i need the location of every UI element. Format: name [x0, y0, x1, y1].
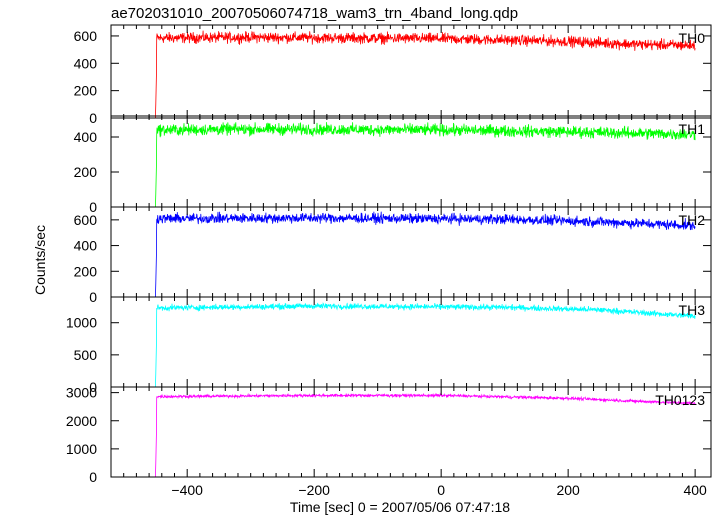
y-tick-label: 0: [89, 110, 97, 126]
series-label-th2: TH2: [679, 212, 706, 228]
x-axis-label: Time [sec] 0 = 2007/05/06 07:47:18: [290, 499, 510, 515]
series-label-th1: TH1: [679, 121, 706, 137]
series-label-th0123: TH0123: [655, 392, 705, 408]
y-axis-label: Counts/sec: [32, 225, 48, 295]
y-tick-label: 0: [89, 469, 97, 485]
y-tick-label: 2000: [66, 413, 97, 429]
y-tick-label: 400: [74, 55, 98, 71]
y-tick-label: 0: [89, 199, 97, 215]
y-tick-label: 3000: [66, 385, 97, 401]
x-tick-label: 200: [556, 482, 580, 498]
panel-frame: [110, 296, 712, 388]
x-tick-label: 0: [437, 482, 445, 498]
y-tick-label: 500: [74, 347, 98, 363]
series-line-th3: [117, 302, 696, 388]
series-line-th0: [117, 30, 696, 119]
y-tick-label: 1000: [66, 315, 97, 331]
panel-th2: 0 200 400 600 TH2: [74, 206, 712, 305]
panel-frame: [110, 24, 712, 119]
y-tick-label: 400: [74, 238, 98, 254]
series-label-th3: TH3: [679, 302, 706, 318]
y-tick-label: 0: [89, 289, 97, 305]
panel-frame: [110, 386, 712, 478]
y-tick-label: 0: [89, 379, 97, 395]
series-line-th0123: [117, 392, 696, 478]
panel-th0123: 0 1000 2000 3000 TH0123 −400 −200 0 200 400: [66, 385, 712, 498]
series-line-th2: [117, 211, 696, 298]
y-tick-label: 1000: [66, 441, 97, 457]
y-tick-label: 200: [74, 263, 98, 279]
chart-title: ae702031010_20070506074718_wam3_trn_4ban…: [111, 5, 518, 22]
panels-group: 0 200 400 600 TH0 0 200 400 TH1 0 200 400 600 TH2 0 500…: [66, 24, 712, 498]
panel-th3: 0 500 1000 TH3: [66, 296, 712, 395]
y-tick-label: 200: [74, 83, 98, 99]
panel-th0: 0 200 400 600 TH0: [74, 24, 712, 126]
x-tick-label: −400: [171, 482, 203, 498]
x-tick-label: −200: [298, 482, 330, 498]
series-label-th0: TH0: [679, 30, 706, 46]
y-tick-label: 600: [74, 212, 98, 228]
y-tick-label: 400: [74, 129, 98, 145]
panel-th1: 0 200 400 TH1: [74, 115, 712, 215]
y-tick-label: 600: [74, 28, 98, 44]
x-tick-label: 400: [683, 482, 707, 498]
series-line-th1: [117, 122, 696, 208]
y-tick-label: 200: [74, 164, 98, 180]
